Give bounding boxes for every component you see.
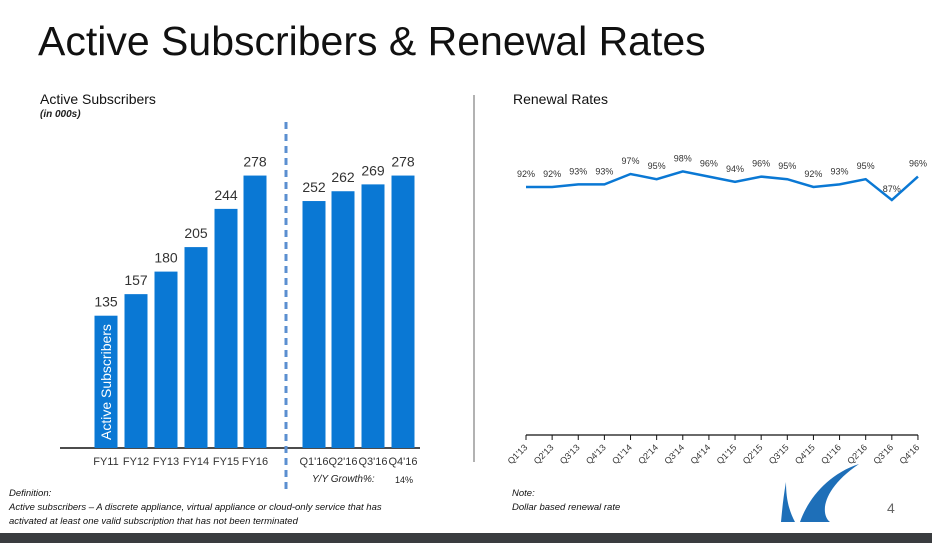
x-tick-label: Q3'16 — [358, 456, 387, 468]
note-text: Dollar based renewal rate — [512, 502, 621, 513]
x-tick-label: Q2'14 — [636, 442, 660, 466]
line-chart-title: Renewal Rates — [513, 91, 608, 107]
bar-FY12 — [124, 294, 148, 448]
bar-FY15 — [214, 208, 238, 448]
x-tick-label: FY11 — [93, 456, 118, 468]
x-tick-label: Q2'16 — [845, 442, 869, 466]
bar-Q4'16 — [391, 175, 415, 448]
x-tick-label: FY12 — [123, 456, 149, 468]
renewal-rate-line — [526, 170, 919, 202]
x-tick-label: Q1'16 — [299, 456, 328, 468]
page-number: 4 — [887, 500, 895, 516]
bar-value-label: 205 — [184, 225, 208, 241]
point-label: 96% — [752, 159, 770, 169]
point-label: 93% — [831, 166, 849, 176]
x-tick-label: Q2'16 — [328, 456, 357, 468]
point-label: 93% — [569, 166, 587, 176]
growth-label: Y/Y Growth%: — [312, 474, 375, 485]
bar-FY13 — [154, 271, 178, 448]
bar-FY16 — [243, 175, 267, 448]
point-label: 87% — [883, 184, 901, 194]
x-tick-label: Q3'16 — [871, 442, 895, 466]
x-tick-label: FY13 — [153, 456, 179, 468]
bar-value-label: 262 — [331, 169, 355, 185]
point-label: 94% — [726, 164, 744, 174]
bar-Q1'16 — [302, 201, 326, 448]
bar-value-label: 252 — [302, 179, 326, 195]
point-label: 97% — [622, 156, 640, 166]
x-tick-label: FY15 — [213, 456, 239, 468]
bar-Q2'16 — [331, 191, 355, 449]
x-tick-label: Q3'13 — [558, 442, 582, 466]
bar-value-label: 269 — [361, 162, 385, 178]
x-tick-label: Q2'15 — [741, 442, 765, 466]
note-label: Note: — [512, 488, 535, 499]
bar-value-label: 180 — [154, 250, 178, 266]
point-label: 95% — [648, 161, 666, 171]
bar-value-label: 135 — [94, 294, 118, 310]
x-tick-label: Q2'13 — [532, 442, 556, 466]
bar-chart-subtitle: (in 000s) — [40, 109, 81, 120]
bar-value-label: 278 — [243, 154, 267, 170]
point-label: 92% — [804, 169, 822, 179]
bar-value-label: 278 — [391, 154, 415, 170]
x-tick-label: FY16 — [242, 456, 268, 468]
point-label: 95% — [857, 161, 875, 171]
bar-FY14 — [184, 247, 208, 448]
point-label: 92% — [517, 169, 535, 179]
x-tick-label: Q4'15 — [793, 442, 817, 466]
point-label: 95% — [778, 161, 796, 171]
x-tick-label: FY14 — [183, 456, 209, 468]
x-tick-label: Q1'13 — [506, 442, 530, 466]
point-label: 98% — [674, 153, 692, 163]
x-tick-label: Q1'14 — [610, 442, 634, 466]
growth-value: 14% — [395, 475, 414, 485]
point-label: 96% — [700, 159, 718, 169]
x-tick-label: Q1'15 — [715, 442, 739, 466]
bar-chart: 135 FY11 157 FY12 180 FY13 205 FY14 244 FY15 278 FY… — [60, 154, 420, 468]
definition-label: Definition: — [9, 488, 52, 499]
line-chart: Q1'13 92% Q2'13 92% Q3'13 93% Q4'13 93% Q1'14 97%… — [506, 153, 927, 466]
x-tick-label: Q3'14 — [662, 442, 686, 466]
definition-text-2: activated at least one valid subscriptio… — [9, 516, 298, 527]
footer-bar — [0, 533, 932, 543]
x-tick-label: Q4'14 — [688, 442, 712, 466]
company-logo — [781, 464, 859, 522]
bar-Q3'16 — [361, 184, 385, 448]
definition-text-1: Active subscribers – A discrete applianc… — [9, 502, 382, 513]
point-label: 92% — [543, 169, 561, 179]
point-label: 96% — [909, 159, 927, 169]
point-label: 93% — [595, 166, 613, 176]
x-tick-label: Q4'13 — [584, 442, 608, 466]
x-tick-label: Q1'16 — [819, 442, 843, 466]
bar-value-label: 244 — [214, 187, 238, 203]
bar-y-label: Active Subscribers — [98, 324, 114, 440]
bar-FY11 — [94, 315, 118, 448]
bar-chart-title: Active Subscribers — [40, 91, 156, 107]
x-tick-label: Q4'16 — [897, 442, 921, 466]
page-title: Active Subscribers & Renewal Rates — [38, 18, 706, 64]
bar-value-label: 157 — [124, 272, 148, 288]
x-tick-label: Q4'16 — [388, 456, 417, 468]
x-tick-label: Q3'15 — [767, 442, 791, 466]
